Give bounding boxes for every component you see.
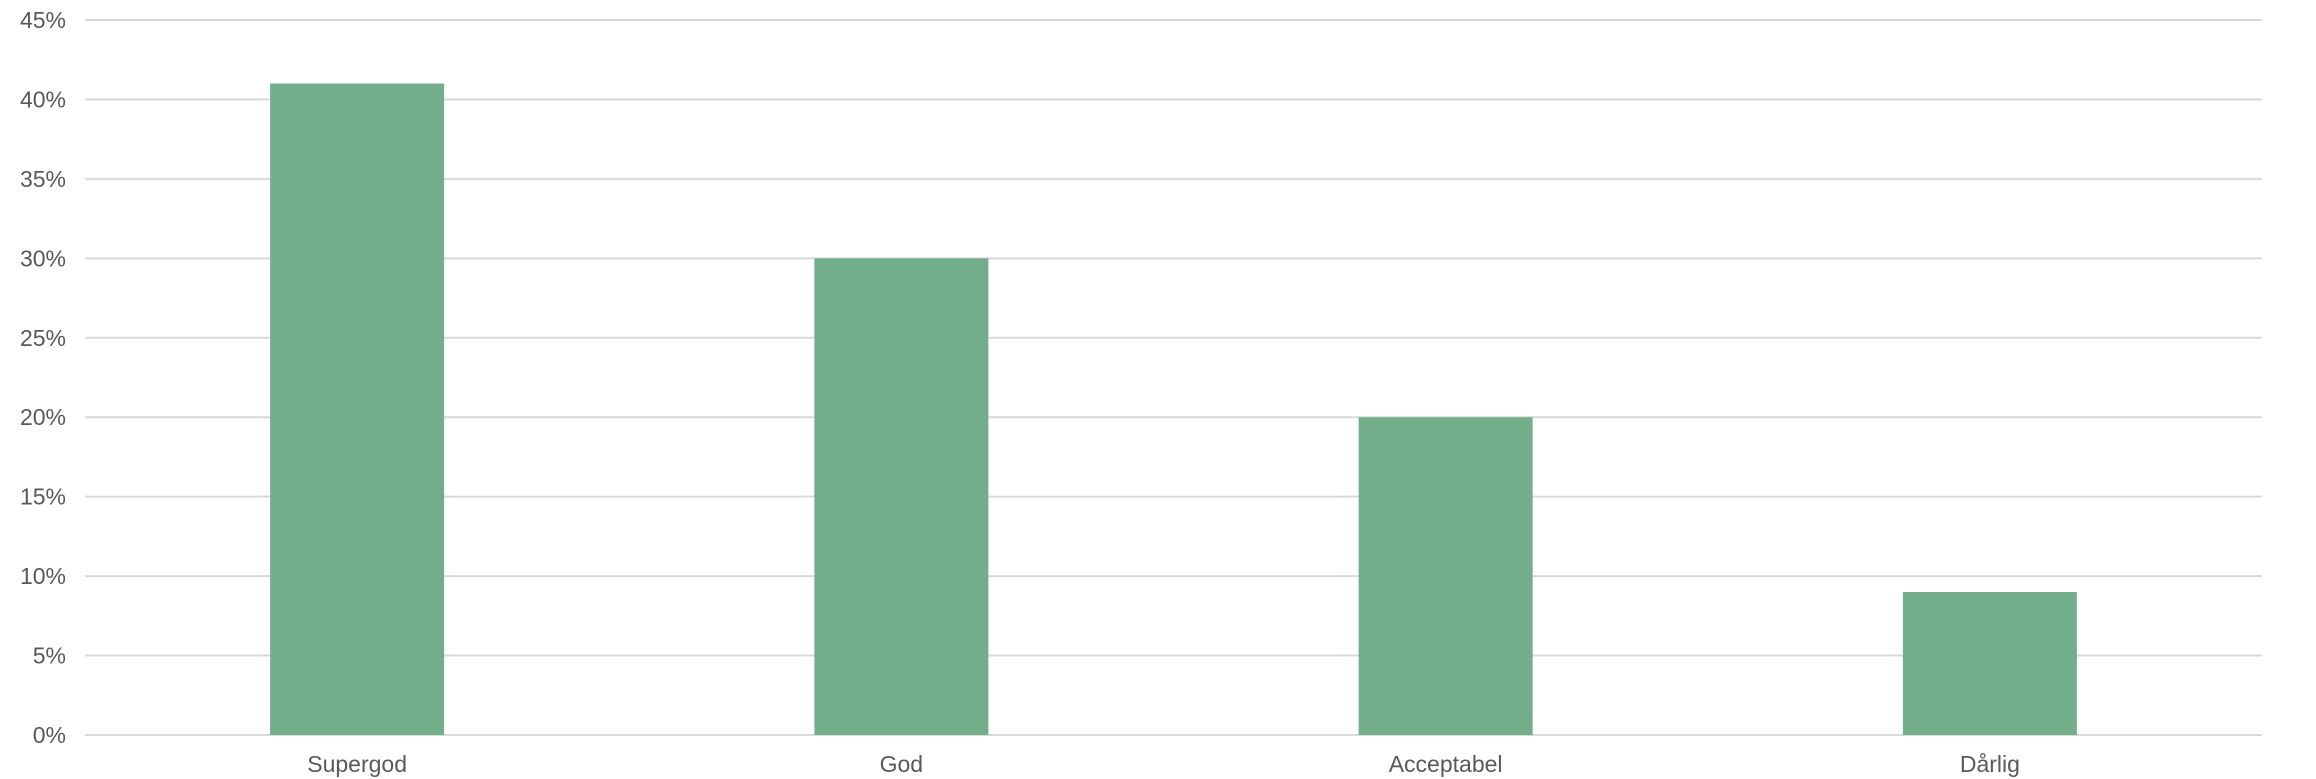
y-tick-label: 0% [33,722,66,748]
bar-acceptabel [1358,417,1533,735]
bar-god [814,258,989,735]
y-tick-label: 25% [20,325,66,351]
bars [270,83,2077,736]
y-tick-label: 20% [20,404,66,430]
y-tick-label: 45% [20,7,66,33]
x-tick-label: God [880,751,923,777]
x-tick-label: Acceptabel [1389,751,1503,777]
y-tick-label: 40% [20,86,66,112]
bar-dårlig [1902,592,2077,735]
x-axis-category-labels: Supergod God Acceptabel Dårlig [307,751,2020,777]
bar-supergod [270,83,445,736]
y-tick-label: 15% [20,484,66,510]
x-tick-label: Supergod [307,751,407,777]
y-tick-label: 30% [20,245,66,271]
y-axis-tick-labels: 0% 5% 10% 15% 20% 25% 30% 35% 40% 45% [20,7,66,748]
x-tick-label: Dårlig [1960,751,2020,777]
gridlines [85,19,2262,736]
y-tick-label: 5% [33,643,66,669]
y-tick-label: 10% [20,563,66,589]
y-tick-label: 35% [20,166,66,192]
